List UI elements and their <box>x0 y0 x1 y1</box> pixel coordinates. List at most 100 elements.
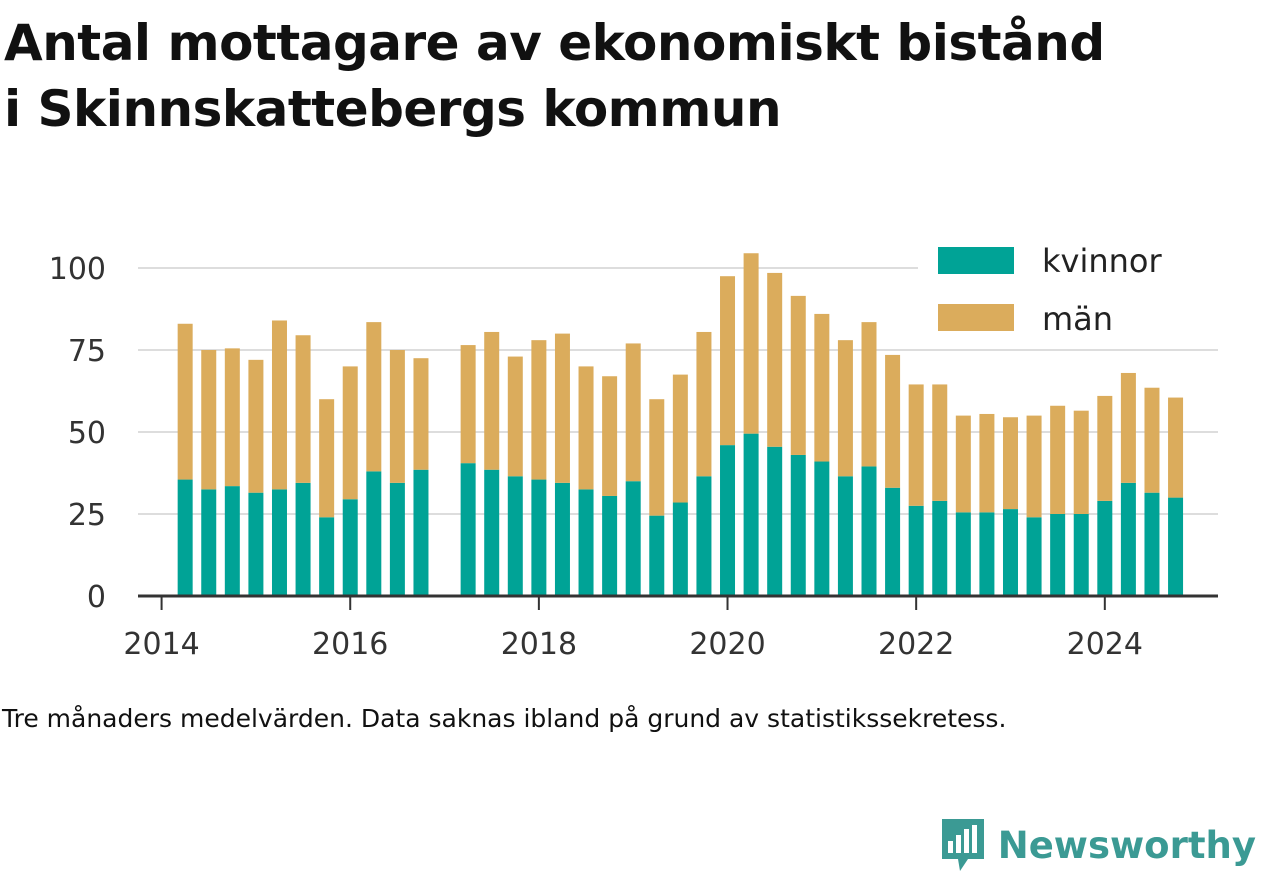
footnote: Tre månaders medelvärden. Data saknas ib… <box>2 704 1007 733</box>
x-tick-label: 2022 <box>878 627 954 662</box>
y-tick-label: 50 <box>68 416 106 451</box>
bar-man <box>248 359 264 493</box>
bar-man <box>696 331 712 477</box>
y-tick-label: 100 <box>49 252 106 287</box>
bar-man <box>224 348 240 487</box>
legend: kvinnor män <box>918 238 1228 338</box>
bar-man <box>837 340 853 477</box>
bar-kvinnor <box>460 463 476 596</box>
bar-kvinnor <box>1144 492 1160 596</box>
bar-man <box>1168 397 1184 498</box>
bar-man <box>885 354 901 488</box>
bar-man <box>649 399 665 516</box>
bar-man <box>1097 395 1113 501</box>
bar-man <box>389 350 405 483</box>
bar-man <box>295 335 311 483</box>
bar-kvinnor <box>389 482 405 596</box>
bar-kvinnor <box>908 505 924 596</box>
bar-man <box>861 322 877 467</box>
bar-man <box>1120 372 1136 483</box>
bar-kvinnor <box>507 476 523 596</box>
bar-kvinnor <box>790 454 806 596</box>
bar-man <box>743 253 759 434</box>
bar-man <box>790 295 806 455</box>
bar-kvinnor <box>224 486 240 596</box>
y-tick-label: 0 <box>87 580 106 615</box>
bar-man <box>484 331 500 470</box>
bar-man <box>602 376 618 496</box>
bar-man <box>672 374 688 503</box>
x-tick-label: 2018 <box>501 627 577 662</box>
brand-logo: Newsworthy <box>938 815 1256 875</box>
bar-kvinnor <box>319 517 335 596</box>
bar-kvinnor <box>201 489 217 596</box>
bar-man <box>366 322 382 472</box>
bar-kvinnor <box>295 482 311 596</box>
bar-kvinnor <box>1050 514 1066 596</box>
bar-kvinnor <box>814 461 830 596</box>
bar-kvinnor <box>743 433 759 596</box>
legend-label-kvinnor: kvinnor <box>1042 242 1163 280</box>
legend-swatch-kvinnor <box>938 247 1014 274</box>
bar-man <box>319 399 335 518</box>
bar-man <box>177 323 193 480</box>
bar-man <box>1073 410 1089 514</box>
bar-man <box>932 384 948 501</box>
chart-title-line-1: Antal mottagare av ekonomiskt bistånd <box>4 14 1105 72</box>
bar-kvinnor <box>672 502 688 596</box>
bar-kvinnor <box>837 476 853 596</box>
bar-man <box>507 356 523 477</box>
newsworthy-chat-bars-icon <box>941 819 984 871</box>
bar-man <box>271 320 287 490</box>
axes: 0 25 50 75 100 2014 2016 2018 2020 2022 2024 <box>49 252 1218 662</box>
bar-man <box>908 384 924 506</box>
bar-kvinnor <box>720 445 736 596</box>
bar-kvinnor <box>484 469 500 596</box>
bar-man <box>1002 417 1018 510</box>
bar-kvinnor <box>554 482 570 596</box>
bar-kvinnor <box>696 476 712 596</box>
bar-kvinnor <box>885 487 901 596</box>
bar-kvinnor <box>932 500 948 596</box>
bar-man <box>578 366 594 490</box>
bar-kvinnor <box>1002 509 1018 596</box>
x-tick-label: 2020 <box>689 627 765 662</box>
bar-man <box>201 350 217 490</box>
bar-man <box>955 415 971 513</box>
bar-kvinnor <box>979 512 995 596</box>
bar-man <box>531 340 547 480</box>
bar-kvinnor <box>413 469 429 596</box>
bar-kvinnor <box>1120 482 1136 596</box>
bar-kvinnor <box>1073 514 1089 596</box>
bar-man <box>1026 415 1042 518</box>
x-tick-label: 2024 <box>1067 627 1143 662</box>
x-tick-label: 2016 <box>312 627 388 662</box>
legend-label-man: män <box>1042 300 1113 338</box>
brand-name: Newsworthy <box>997 823 1256 867</box>
bar-kvinnor <box>342 499 358 596</box>
bar-man <box>767 272 783 447</box>
bar-kvinnor <box>955 512 971 596</box>
bar-kvinnor <box>602 495 618 596</box>
bar-kvinnor <box>649 515 665 596</box>
bar-man <box>460 345 476 464</box>
bar-man <box>1050 405 1066 514</box>
bar-man <box>342 366 358 500</box>
bars <box>177 253 1184 596</box>
legend-swatch-man <box>938 304 1014 331</box>
bar-man <box>720 276 736 446</box>
bar-kvinnor <box>177 479 193 596</box>
bar-kvinnor <box>625 481 641 596</box>
bar-kvinnor <box>767 446 783 596</box>
y-tick-label: 25 <box>68 498 106 533</box>
bar-kvinnor <box>531 479 547 596</box>
chart-title: Antal mottagare av ekonomiskt bistånd i … <box>4 10 1259 142</box>
bar-man <box>413 358 429 470</box>
bar-man <box>1144 387 1160 493</box>
bar-man <box>979 413 995 513</box>
bar-kvinnor <box>271 489 287 596</box>
x-tick-label: 2014 <box>123 627 199 662</box>
bar-man <box>814 313 830 462</box>
bar-kvinnor <box>578 489 594 596</box>
bar-man <box>625 343 641 482</box>
